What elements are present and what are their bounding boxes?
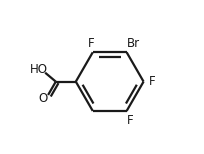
- Text: HO: HO: [30, 63, 48, 76]
- Text: O: O: [39, 92, 48, 105]
- Text: Br: Br: [127, 37, 140, 50]
- Text: F: F: [149, 75, 155, 88]
- Text: F: F: [126, 114, 133, 127]
- Text: F: F: [88, 37, 94, 50]
